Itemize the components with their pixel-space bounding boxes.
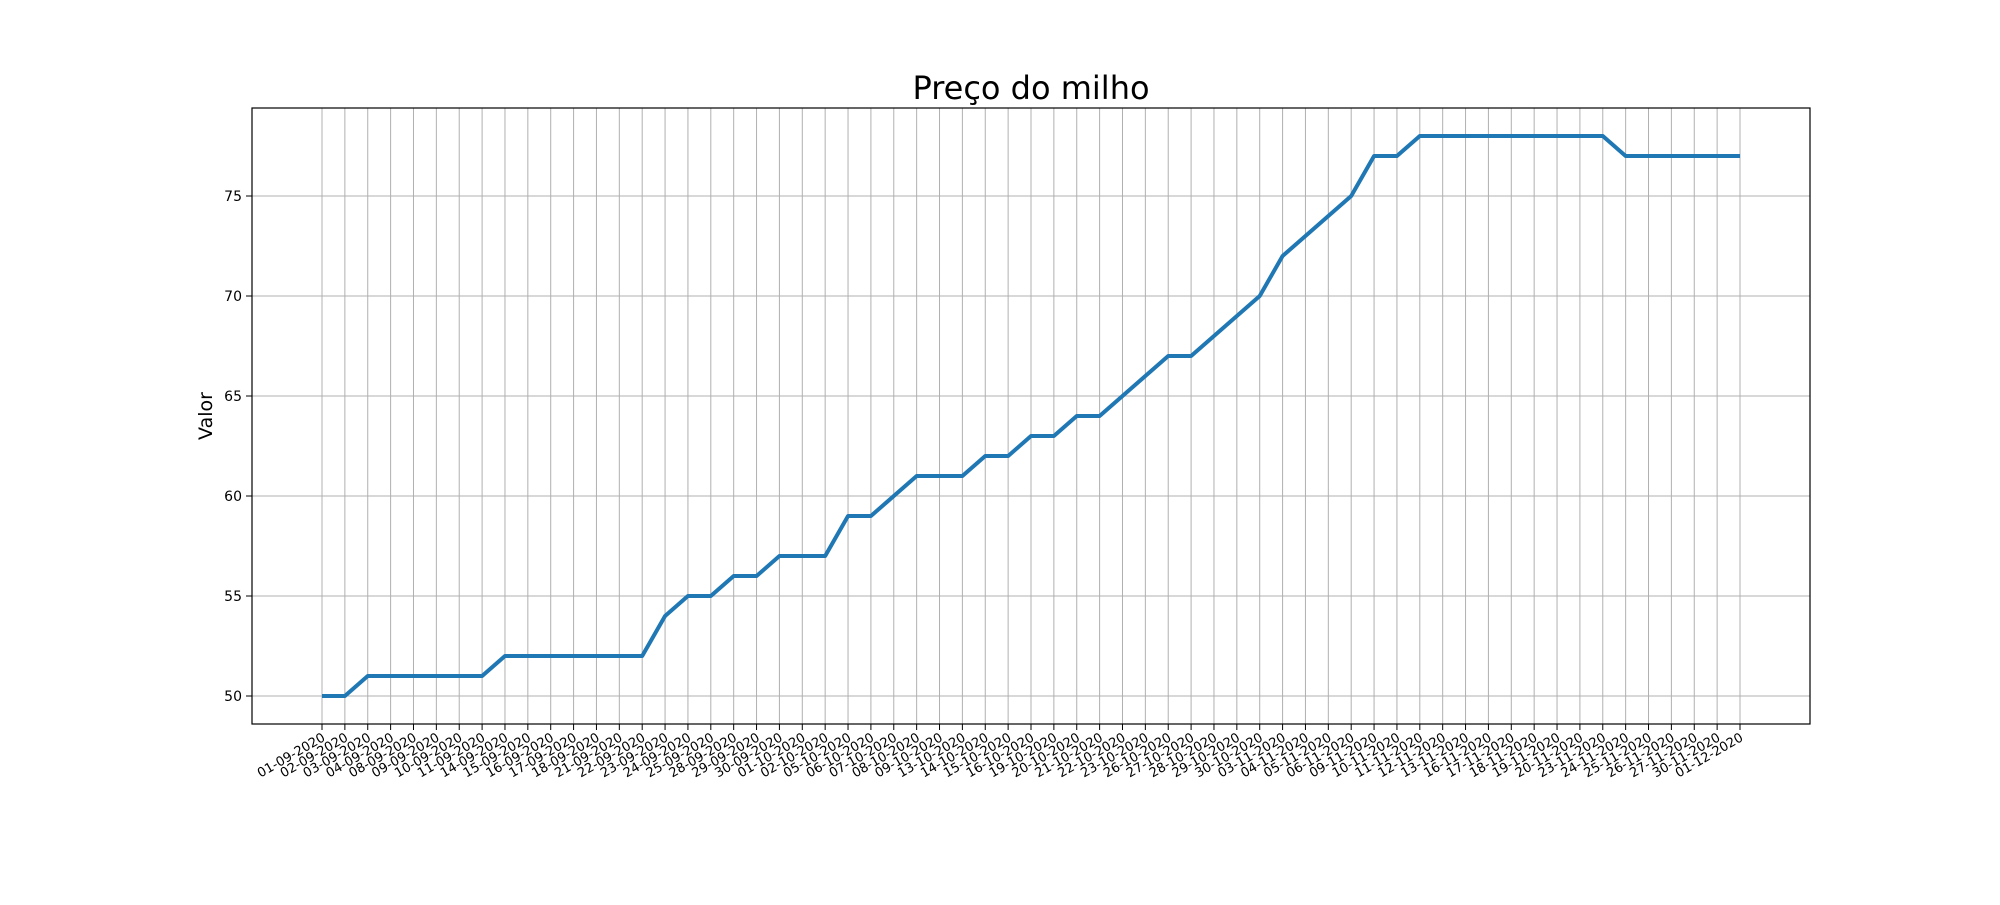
- y-tick-label: 75: [224, 189, 242, 205]
- x-axis: 01-09-202002-09-202003-09-202004-09-2020…: [255, 724, 1746, 781]
- y-tick-label: 50: [224, 689, 242, 705]
- y-tick-label: 65: [224, 389, 242, 405]
- y-axis-label: Valor: [195, 392, 217, 440]
- y-tick-label: 60: [224, 489, 242, 505]
- grid-lines: [252, 108, 1810, 724]
- y-axis: 50 55 60 65 70 75: [224, 189, 252, 705]
- y-tick-label: 70: [224, 289, 242, 305]
- chart-title: Preço do milho: [912, 69, 1149, 107]
- y-tick-label: 55: [224, 589, 242, 605]
